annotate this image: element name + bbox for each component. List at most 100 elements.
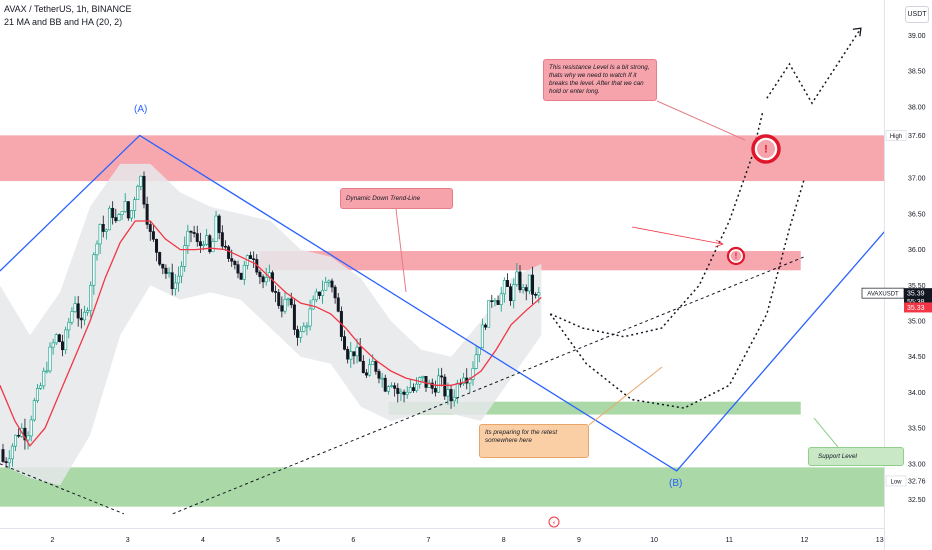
trendline-note[interactable]: Dynamic Down Trend-Line xyxy=(340,188,453,209)
candle xyxy=(380,372,384,388)
candle xyxy=(164,264,168,279)
time-tick-label: 2 xyxy=(51,537,55,544)
candle xyxy=(64,326,68,355)
price-tick-label: 36.00 xyxy=(908,247,926,254)
high-label-box xyxy=(885,130,907,141)
candle xyxy=(493,297,497,307)
candle xyxy=(393,382,397,397)
candle xyxy=(48,342,52,374)
candle xyxy=(126,201,130,221)
candle xyxy=(424,376,428,392)
candle xyxy=(10,443,14,467)
candle xyxy=(299,326,303,343)
alert-marker[interactable]: ! xyxy=(751,134,781,164)
candle xyxy=(39,382,43,390)
candle xyxy=(411,383,415,393)
indicator-legend[interactable]: 21 MA and BB and HA (20, 2) xyxy=(4,17,123,27)
price-tick-label: 37.00 xyxy=(908,176,926,183)
candle xyxy=(145,196,149,229)
low-label: Low xyxy=(890,479,902,485)
candle xyxy=(183,236,187,272)
price-tick-label: 34.00 xyxy=(908,390,926,397)
current-price: 35.39 xyxy=(907,291,925,298)
candle xyxy=(61,334,65,357)
candle xyxy=(133,196,137,219)
candle xyxy=(264,267,268,286)
candle xyxy=(296,325,300,346)
candle xyxy=(92,252,96,295)
candle xyxy=(249,251,253,260)
candle xyxy=(349,342,353,368)
support-low-zone[interactable] xyxy=(0,467,884,507)
candle xyxy=(76,296,80,327)
resistance-note[interactable]: This resistance Level Is a bit strong, t… xyxy=(543,59,657,101)
time-tick-label: 13 xyxy=(876,537,884,544)
candle xyxy=(377,368,381,384)
price-tick-label: 32.50 xyxy=(908,497,926,504)
candle xyxy=(139,175,143,191)
candle xyxy=(252,251,256,268)
projection-path-1[interactable] xyxy=(549,177,806,409)
alert-marker[interactable]: ! xyxy=(726,246,746,266)
candle xyxy=(421,375,425,382)
candle xyxy=(214,210,218,242)
support-note[interactable]: Support Level xyxy=(808,447,904,466)
candle xyxy=(405,386,409,399)
candle xyxy=(509,283,513,306)
candle xyxy=(402,389,406,403)
candle xyxy=(280,296,284,318)
wave-trendline[interactable] xyxy=(0,134,907,472)
support-note-arrow xyxy=(813,417,839,448)
candle xyxy=(111,201,115,225)
candles-layer xyxy=(1,171,541,469)
event-marker-icon[interactable]: ⚡ xyxy=(548,516,560,528)
candle xyxy=(29,415,33,442)
projection-path-0[interactable] xyxy=(549,110,764,338)
candle xyxy=(443,374,447,400)
candle xyxy=(317,291,321,300)
candle xyxy=(311,295,315,310)
candle xyxy=(314,288,318,303)
candle xyxy=(502,277,506,303)
candle xyxy=(79,308,83,329)
candle xyxy=(487,300,491,328)
candle xyxy=(195,225,199,247)
candle xyxy=(192,225,196,238)
candle xyxy=(286,297,290,307)
candle xyxy=(45,361,49,374)
candle xyxy=(89,281,93,318)
candle xyxy=(261,274,265,289)
candle xyxy=(490,295,494,308)
resistance-mid-zone[interactable] xyxy=(259,251,801,271)
candle xyxy=(484,323,488,331)
price-tick-label: 36.50 xyxy=(908,211,926,218)
projection-layer xyxy=(549,27,862,409)
candle xyxy=(95,240,99,261)
retest-note[interactable]: Its preparing for the retest somewhere h… xyxy=(479,424,589,458)
price-tick-label: 39.00 xyxy=(908,33,926,40)
candle xyxy=(343,330,347,351)
candle xyxy=(32,397,36,422)
price-tick-label: 38.50 xyxy=(908,69,926,76)
candle xyxy=(123,193,127,213)
ma-layer xyxy=(0,220,542,448)
candle xyxy=(129,209,133,222)
dashed-trendline-1[interactable] xyxy=(0,463,125,515)
candle xyxy=(142,171,146,209)
price-tick-label: 35.00 xyxy=(908,319,926,326)
candle xyxy=(433,380,437,397)
alert-glyph: ! xyxy=(735,252,738,261)
time-tick-label: 12 xyxy=(801,537,809,544)
candle xyxy=(23,418,27,450)
candle xyxy=(236,260,240,279)
svg-text:⚡: ⚡ xyxy=(552,520,556,527)
candle xyxy=(515,262,519,287)
projection-path-2[interactable] xyxy=(766,27,862,105)
candle xyxy=(358,338,362,362)
currency-button[interactable]: USDT xyxy=(905,6,929,23)
candle xyxy=(346,346,350,364)
projection-arrowhead xyxy=(852,27,862,37)
candle xyxy=(158,251,162,267)
candle xyxy=(324,276,328,291)
